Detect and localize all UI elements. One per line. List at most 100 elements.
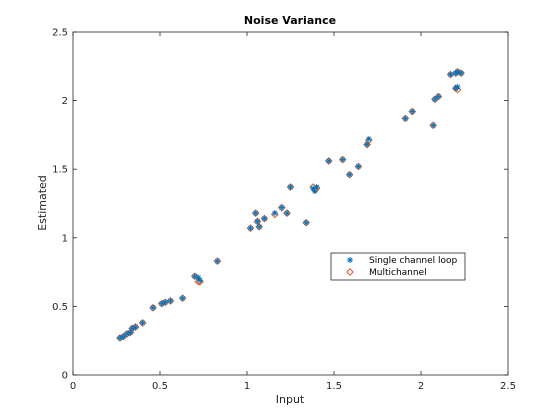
multichannel-point [213, 257, 222, 265]
asterisk-stroke [458, 70, 464, 76]
y-axis-label: Estimated [36, 175, 49, 231]
asterisk-stroke [180, 295, 186, 301]
multichannel-point [166, 297, 175, 305]
asterisk-stroke [347, 257, 353, 263]
single-channel-point [252, 210, 259, 217]
asterisk-stroke [150, 305, 156, 311]
asterisk-stroke [254, 218, 260, 224]
multichannel-point [246, 224, 255, 233]
single-channel-point [364, 141, 371, 148]
plot-area [72, 31, 509, 376]
asterisk-stroke [409, 109, 415, 115]
single-channel-point [254, 218, 261, 225]
legend-label: Multichannel [369, 268, 427, 278]
asterisk-stroke [402, 115, 408, 121]
multichannel-point [408, 107, 417, 116]
single-channel-point [120, 333, 127, 340]
multichannel-point [434, 92, 443, 101]
asterisk-stroke [366, 136, 372, 142]
y-tick-label: 1.5 [52, 165, 68, 176]
multichannel-point [149, 303, 157, 312]
asterisk-stroke [364, 142, 370, 147]
x-tick-label: 0 [70, 381, 76, 392]
single-channel-point [271, 210, 278, 217]
legend: Single channel loop Multichannel [330, 252, 466, 281]
single-channel-point [431, 96, 438, 103]
asterisk-stroke [347, 172, 353, 178]
single-channel-point [247, 225, 254, 232]
multichannel-point [338, 155, 347, 164]
legend-entries: Single channel loop Multichannel [346, 256, 458, 278]
asterisk-stroke [435, 94, 441, 99]
asterisk-stroke [133, 324, 139, 330]
asterisk-stroke [430, 122, 436, 128]
single-channel-point [303, 219, 310, 226]
asterisk-stroke [453, 85, 459, 91]
legend-box [330, 252, 466, 281]
x-tick-label: 2.5 [500, 381, 516, 392]
x-tick-label: 1.5 [326, 381, 342, 392]
multichannel-point [255, 222, 264, 231]
asterisk-stroke [192, 273, 198, 279]
single-channel-point [339, 156, 346, 163]
single-channel-point [430, 122, 437, 129]
multichannel-point [354, 162, 363, 171]
multichannel-point [286, 183, 295, 191]
asterisk-stroke [314, 184, 320, 190]
y-tick-label: 2 [62, 96, 68, 107]
single-channel-point [139, 319, 146, 326]
asterisk-stroke [279, 205, 285, 211]
x-tick-label: 1 [244, 381, 250, 392]
asterisk-stroke [326, 158, 332, 164]
asterisk-stroke [195, 275, 201, 281]
y-tick-label: 1 [62, 233, 68, 244]
asterisk-stroke [162, 299, 168, 305]
single-channel-point [162, 299, 169, 306]
multichannel-point [131, 323, 140, 331]
x-tick-label: 2 [418, 381, 424, 392]
single-channel-point [355, 163, 362, 170]
asterisk-stroke [214, 258, 220, 264]
single-channel-point [325, 157, 332, 164]
single-channel-point [214, 258, 221, 265]
multichannel-point [190, 272, 199, 281]
single-channel-point [435, 93, 442, 100]
single-channel-point [458, 70, 465, 77]
multichannel-point [401, 114, 410, 123]
chart-title: Noise Variance [244, 14, 336, 27]
single-channel-point [447, 71, 454, 78]
multichannel-point [283, 209, 291, 217]
single-channel-point [365, 136, 372, 143]
asterisk-stroke [167, 298, 173, 304]
legend-label: Single channel loop [369, 256, 458, 266]
asterisk-stroke [248, 225, 253, 231]
single-channel-point [284, 210, 291, 217]
single-channel-point [261, 215, 268, 222]
single-channel-point [150, 304, 157, 311]
x-tick-label: 0.5 [152, 381, 168, 392]
single-channel-point [402, 115, 409, 122]
x-axis-label: Input [276, 393, 305, 406]
multichannel-point [324, 157, 333, 165]
asterisk-stroke [455, 69, 461, 75]
single-channel-point [409, 108, 416, 115]
single-channel-point [179, 295, 186, 302]
asterisk-stroke [303, 220, 309, 226]
asterisk-stroke [253, 210, 259, 216]
multichannel-point [302, 218, 310, 227]
single-channel-point [256, 223, 263, 230]
y-tick-label: 0.5 [52, 302, 68, 313]
asterisk-stroke [261, 216, 267, 222]
asterisk-stroke [355, 163, 361, 169]
asterisk-stroke [288, 184, 293, 190]
single-channel-point [278, 204, 285, 211]
asterisk-stroke [120, 334, 126, 340]
asterisk-stroke [197, 277, 203, 283]
single-channel-point [313, 184, 320, 191]
multichannel-point [277, 203, 286, 212]
asterisk-stroke [140, 320, 146, 326]
asterisk-stroke [432, 96, 438, 102]
single-channel-point [132, 323, 139, 330]
legend-diamond-marker [346, 268, 354, 276]
